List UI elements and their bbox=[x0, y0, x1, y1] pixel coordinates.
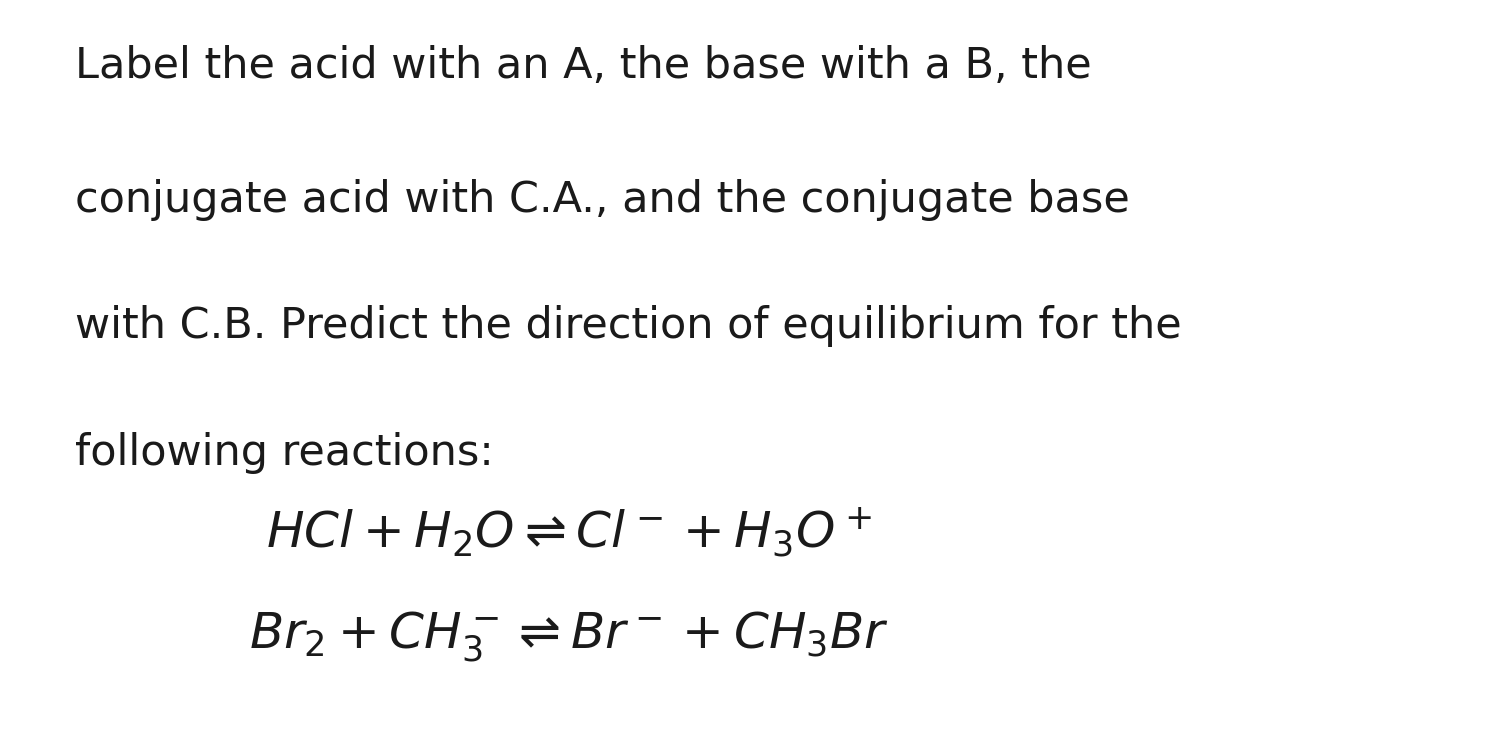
Text: Label the acid with an A, the base with a B, the: Label the acid with an A, the base with … bbox=[75, 45, 1092, 86]
Text: following reactions:: following reactions: bbox=[75, 432, 494, 473]
Text: with C.B. Predict the direction of equilibrium for the: with C.B. Predict the direction of equil… bbox=[75, 305, 1182, 347]
Text: $Br_2 + CH_3^- \rightleftharpoons Br^- + CH_3Br$: $Br_2 + CH_3^- \rightleftharpoons Br^- +… bbox=[249, 609, 889, 664]
Text: $HCl + H_2O \rightleftharpoons Cl^- + H_3O^+$: $HCl + H_2O \rightleftharpoons Cl^- + H_… bbox=[266, 505, 873, 559]
Text: conjugate acid with C.A., and the conjugate base: conjugate acid with C.A., and the conjug… bbox=[75, 179, 1130, 220]
